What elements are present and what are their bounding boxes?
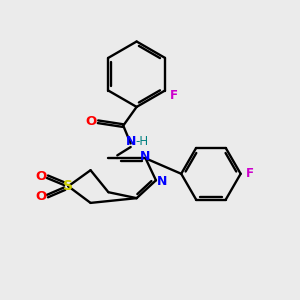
Text: O: O xyxy=(35,190,46,202)
Text: O: O xyxy=(86,115,97,128)
Text: O: O xyxy=(35,170,46,183)
Text: F: F xyxy=(246,167,254,180)
Text: N: N xyxy=(140,150,151,163)
Text: N: N xyxy=(125,136,136,148)
Text: -H: -H xyxy=(135,136,148,148)
Text: F: F xyxy=(169,89,177,102)
Text: S: S xyxy=(63,179,73,193)
Text: N: N xyxy=(157,175,168,188)
